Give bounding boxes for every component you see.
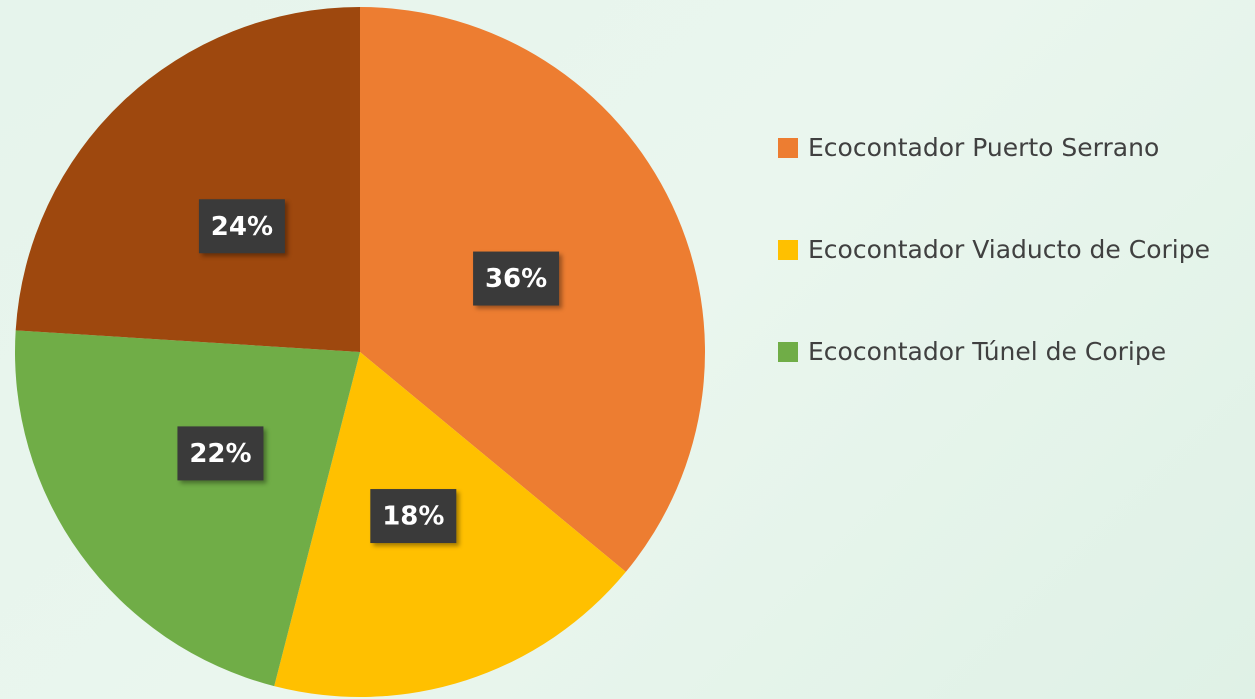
data-label-text: 18%	[382, 502, 444, 532]
legend-swatch	[778, 240, 798, 260]
data-label: 36%	[473, 251, 560, 306]
pie-slice	[15, 7, 360, 352]
legend-item: Ecocontador Túnel de Coripe	[778, 328, 1248, 376]
legend-item: Ecocontador Viaducto de Coripe	[778, 226, 1248, 274]
data-label-box	[177, 426, 264, 481]
data-label-text: 22%	[189, 439, 251, 469]
legend-label: Ecocontador Túnel de Coripe	[808, 337, 1167, 366]
data-label-text: 24%	[211, 212, 273, 242]
legend-swatch	[778, 138, 798, 158]
legend-item: Ecocontador Puerto Serrano	[778, 124, 1248, 172]
data-label-text: 36%	[485, 264, 547, 294]
data-label: 22%	[177, 426, 264, 481]
legend-label: Ecocontador Puerto Serrano	[808, 133, 1160, 162]
data-label: 18%	[370, 489, 457, 544]
data-label-box	[370, 489, 457, 544]
data-label-box	[198, 199, 285, 254]
legend-label: Ecocontador Viaducto de Coripe	[808, 235, 1210, 264]
data-label-box	[473, 251, 560, 306]
pie-slice	[15, 330, 360, 687]
legend-swatch	[778, 342, 798, 362]
data-label: 24%	[198, 199, 285, 254]
